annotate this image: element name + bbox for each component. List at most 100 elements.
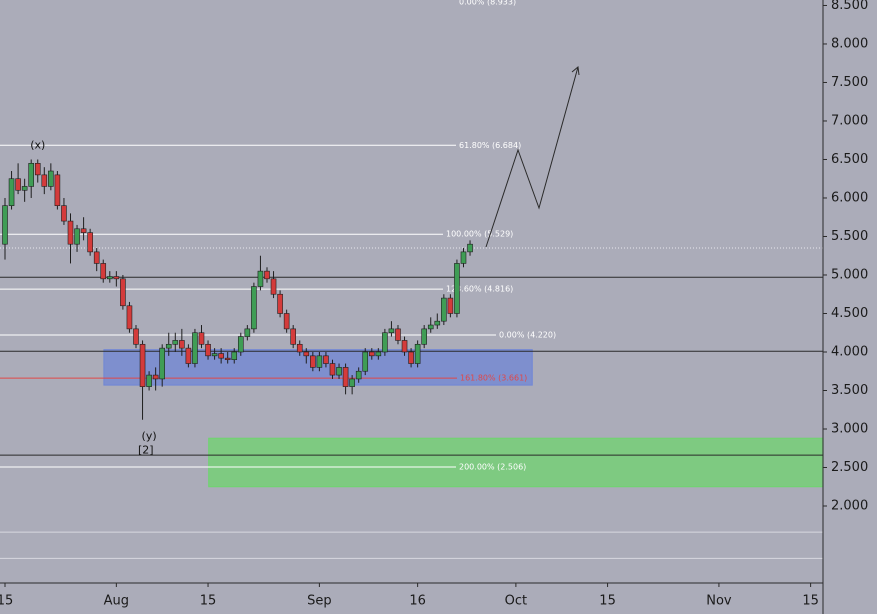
candle-body [244, 328, 251, 337]
candle-body [427, 324, 434, 330]
y-tick-label: 5.000 [831, 267, 868, 282]
candle-body [61, 205, 67, 222]
candle-body [165, 343, 172, 349]
x-tick-label: 15 [802, 594, 819, 609]
wave-label: (y) [142, 430, 157, 443]
wave-label: [2] [138, 444, 154, 457]
candle-body [467, 243, 473, 253]
candle-body [15, 178, 21, 191]
candle-body [323, 355, 329, 364]
candle-body [159, 347, 165, 380]
candle-body [192, 332, 198, 364]
fib-label: 123.60% (4.816) [446, 285, 513, 294]
y-tick-label: 6.000 [831, 190, 868, 205]
candle-body [224, 357, 231, 360]
candle-body [100, 263, 107, 280]
candle-body [54, 174, 61, 206]
candle-body [454, 263, 460, 314]
y-tick-label: 6.500 [831, 152, 868, 167]
y-tick-label: 4.000 [831, 344, 868, 359]
candle-body [198, 332, 205, 345]
candle-body [21, 186, 28, 191]
candle-body [342, 367, 349, 387]
candle-body [362, 351, 369, 372]
candle-body [205, 343, 211, 357]
candle-body [283, 313, 290, 330]
candle-body [460, 251, 467, 264]
candle-body [401, 340, 408, 353]
y-tick-label: 3.000 [831, 421, 868, 436]
candle-body [303, 351, 310, 357]
y-tick-label: 8.500 [831, 0, 868, 13]
x-tick-label: Aug [104, 594, 129, 609]
candle-body [48, 170, 54, 187]
y-tick-label: 2.500 [831, 460, 868, 475]
candle-body [133, 328, 139, 345]
x-tick-label: 15 [0, 594, 13, 609]
fib-label: 161.80% (3.661) [460, 374, 527, 383]
candle-body [237, 336, 244, 353]
fib-label: 0.00% (4.220) [499, 331, 556, 340]
candle-body [120, 278, 126, 307]
candle-body [8, 178, 15, 206]
candle-body [126, 305, 133, 330]
candle-body [310, 355, 316, 368]
candle-body [441, 297, 447, 322]
x-tick-label: 15 [599, 594, 616, 609]
y-tick-label: 7.500 [831, 75, 868, 90]
y-tick-label: 5.500 [831, 229, 868, 244]
candle-body [179, 340, 185, 349]
candle-body [146, 374, 152, 387]
candle-body [87, 232, 93, 253]
candle-body [355, 370, 362, 380]
y-tick-label: 7.000 [831, 113, 868, 128]
candle-body [139, 343, 146, 387]
fib-label: 61.80% (6.684) [459, 141, 521, 150]
candle-body [172, 340, 179, 345]
candle-body [152, 374, 159, 380]
candle-body [211, 353, 218, 357]
candle-body [113, 276, 120, 280]
candle-body [277, 293, 283, 314]
x-tick-label: 15 [200, 594, 217, 609]
fib-label: 200.00% (2.506) [459, 463, 526, 472]
x-tick-label: Nov [706, 594, 732, 609]
x-tick-label: Oct [505, 594, 527, 609]
candle-body [106, 276, 113, 280]
candle-body [375, 351, 382, 357]
candle-body [336, 367, 342, 376]
candle-body [296, 343, 303, 353]
fib-label: 100.00% (5.529) [446, 230, 513, 239]
candle-body [421, 328, 427, 345]
candle-body [395, 328, 401, 341]
candle-body [316, 355, 323, 368]
projection-arrow [485, 66, 580, 248]
y-tick-label: 4.500 [831, 306, 868, 321]
candle-body [67, 220, 74, 245]
candle-body [218, 353, 224, 359]
candle-body [270, 278, 277, 295]
candle-body [74, 228, 80, 245]
candle-body [257, 270, 264, 287]
candle-body [290, 328, 296, 345]
candle-body [388, 328, 395, 334]
x-tick-label: 16 [409, 594, 426, 609]
candle-body [329, 363, 336, 376]
candle-body [231, 351, 238, 360]
candle-body [34, 163, 41, 176]
zone [208, 437, 824, 488]
candle-body [264, 270, 270, 280]
candle-body [434, 320, 441, 326]
candle-body [447, 297, 454, 314]
x-tick-label: Sep [307, 594, 332, 609]
candle-body [80, 228, 87, 233]
candle-body [2, 205, 8, 245]
candle-body [41, 174, 48, 187]
candle-body [185, 347, 192, 364]
candle-body [349, 378, 355, 387]
candle-body [408, 351, 414, 364]
candle-body [368, 351, 375, 357]
candle-body [251, 286, 257, 330]
y-tick-label: 8.000 [831, 36, 868, 51]
